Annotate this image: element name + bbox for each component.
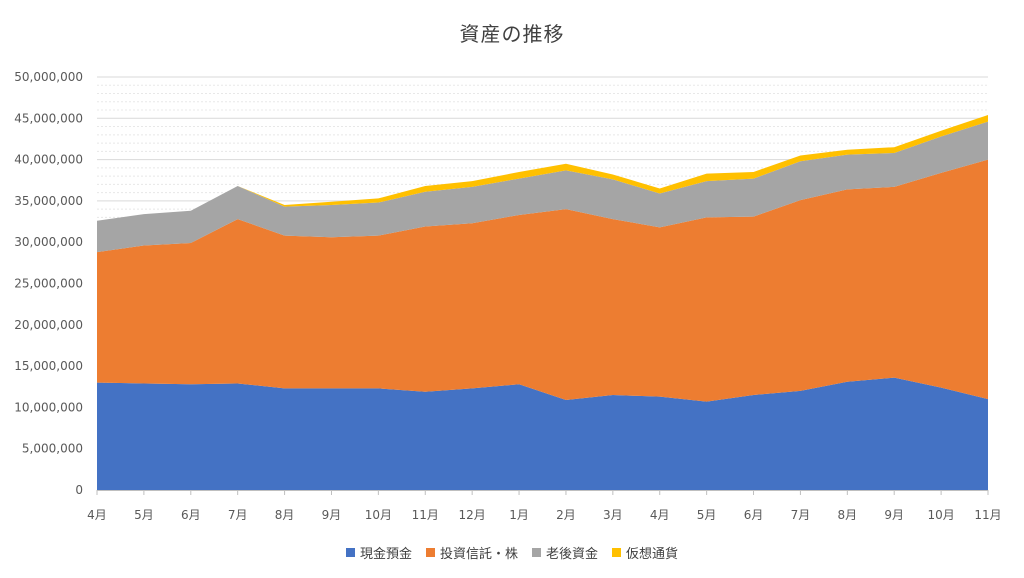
x-tick-label: 3月 [603,508,623,522]
axes: 4月 5月 6月 7月 8月 9月 10月 11月 12月 1月 2月 3月 4月 5月 6月 7月 8月 9月 1… [14,70,1001,522]
x-tick-label: 4月 [87,508,107,522]
area-series-3 [97,121,988,253]
x-tick-label: 1月 [509,508,529,522]
legend-item: 老後資金 [532,543,598,562]
x-tick-label: 9月 [884,508,904,522]
area-series-2 [97,159,988,402]
x-tick-label: 5月 [134,508,154,522]
y-tick-label: 40,000,000 [14,153,83,167]
x-tick-label: 8月 [275,508,295,522]
legend-swatch [612,548,622,557]
y-tick-label: 50,000,000 [14,70,83,84]
x-tick-label: 11月 [974,508,1001,522]
y-tick-label: 15,000,000 [14,359,83,373]
legend-label: 仮想通貨 [626,547,679,562]
area-series-1 [97,377,988,490]
x-tick-label: 12月 [459,508,486,522]
y-tick-label: 35,000,000 [14,194,83,208]
x-tick-label: 5月 [697,508,717,522]
x-tick-label: 9月 [322,508,342,522]
area-series [97,115,988,490]
y-tick-label: 0 [75,483,83,497]
y-tick-label: 30,000,000 [14,235,83,249]
legend-label: 老後資金 [546,547,599,562]
x-tick-label: 6月 [744,508,764,522]
y-tick-label: 5,000,000 [22,442,83,456]
legend-swatch [425,548,435,557]
x-tick-label: 2月 [556,508,576,522]
x-tick-label: 8月 [837,508,857,522]
legend-label: 現金預金 [359,547,412,562]
x-tick-label: 10月 [365,508,392,522]
legend-swatch [532,548,541,557]
y-tick-label: 20,000,000 [14,318,83,332]
x-tick-label: 11月 [412,508,439,522]
legend-item: 仮想通貨 [612,543,678,562]
y-tick-label: 25,000,000 [14,277,83,291]
area-series-4 [97,115,988,221]
y-tick-label: 10,000,000 [14,400,83,414]
legend-label: 投資信託・株 [439,547,518,562]
legend-item: 現金預金 [345,543,412,562]
x-tick-label: 4月 [650,508,670,522]
chart-title: 資産の推移 [459,22,565,46]
x-tick-label: 7月 [791,508,811,522]
legend-swatch [345,548,355,557]
x-tick-label: 6月 [181,508,201,522]
legend-item: 投資信託・株 [425,543,518,562]
legend: 現金預金 投資信託・株 老後資金 仮想通貨 [0,543,1024,562]
x-tick-label: 7月 [228,508,248,522]
x-tick-label: 10月 [927,508,954,522]
y-tick-label: 45,000,000 [14,111,83,125]
